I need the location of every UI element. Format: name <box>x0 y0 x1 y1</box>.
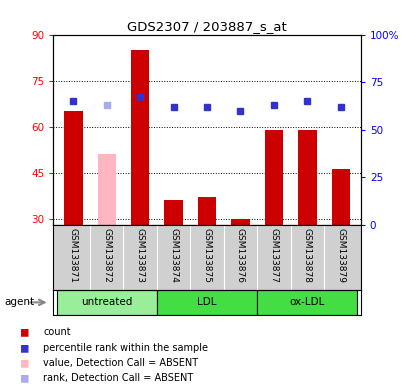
Bar <box>297 130 316 225</box>
Text: ■: ■ <box>20 326 28 339</box>
Bar <box>64 111 82 225</box>
Bar <box>97 154 116 225</box>
Text: GSM133879: GSM133879 <box>335 228 344 283</box>
Bar <box>164 200 182 225</box>
Text: agent: agent <box>4 297 34 308</box>
Text: ox-LDL: ox-LDL <box>289 297 324 308</box>
Text: LDL: LDL <box>197 297 216 308</box>
Bar <box>56 290 157 315</box>
Text: ■: ■ <box>20 356 28 369</box>
Text: untreated: untreated <box>81 297 132 308</box>
Text: GSM133872: GSM133872 <box>102 228 111 283</box>
Text: GSM133878: GSM133878 <box>302 228 311 283</box>
Text: GSM133877: GSM133877 <box>269 228 278 283</box>
Bar <box>131 50 149 225</box>
Bar <box>157 290 256 315</box>
Text: GSM133873: GSM133873 <box>135 228 144 283</box>
Bar <box>231 218 249 225</box>
Text: GSM133875: GSM133875 <box>202 228 211 283</box>
Text: percentile rank within the sample: percentile rank within the sample <box>43 343 207 353</box>
Bar <box>331 169 349 225</box>
Title: GDS2307 / 203887_s_at: GDS2307 / 203887_s_at <box>127 20 286 33</box>
Text: value, Detection Call = ABSENT: value, Detection Call = ABSENT <box>43 358 198 368</box>
Text: ■: ■ <box>20 372 28 384</box>
Text: GSM133874: GSM133874 <box>169 228 178 283</box>
Text: count: count <box>43 327 70 337</box>
Text: ■: ■ <box>20 341 28 354</box>
Bar <box>198 197 216 225</box>
Text: GSM133876: GSM133876 <box>236 228 244 283</box>
Bar <box>264 130 282 225</box>
Text: GSM133871: GSM133871 <box>69 228 78 283</box>
Text: rank, Detection Call = ABSENT: rank, Detection Call = ABSENT <box>43 373 193 383</box>
Bar <box>256 290 357 315</box>
